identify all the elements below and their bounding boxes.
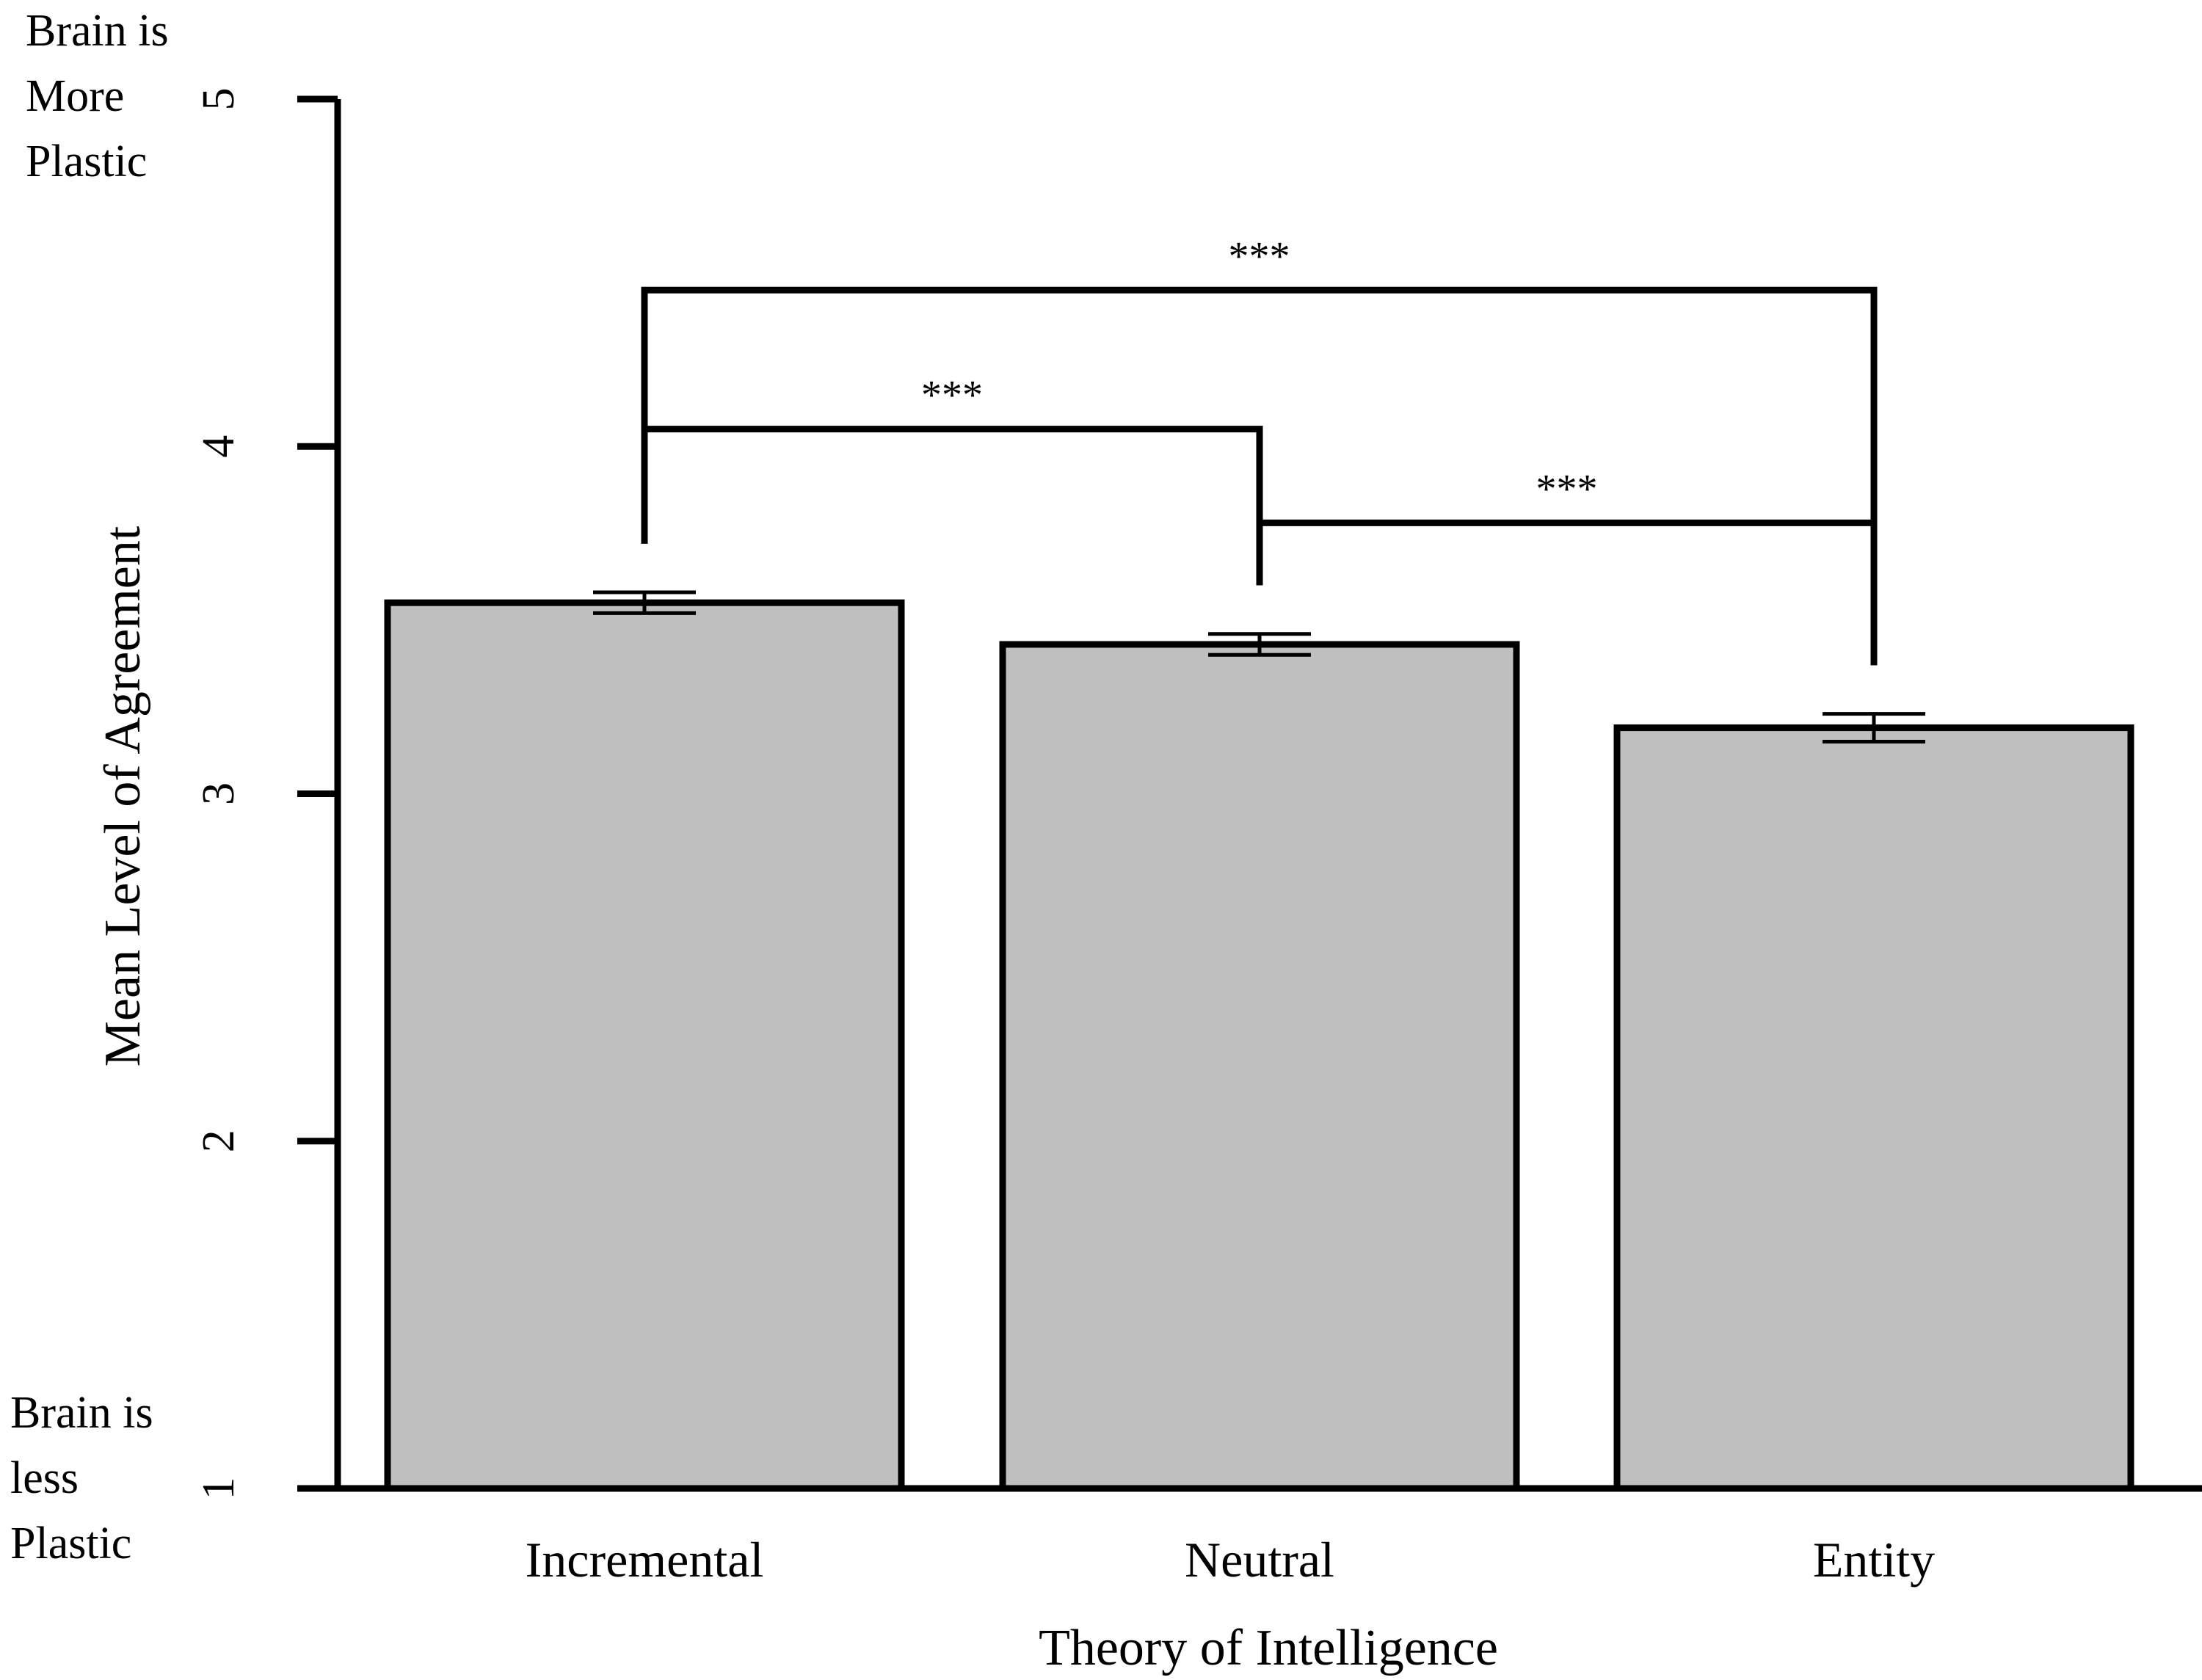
bar-entity: [1613, 724, 2134, 1492]
y-tick-label-3: 3: [194, 782, 244, 805]
significance-bracket-3: [641, 286, 1878, 666]
significance-label-1: ***: [921, 373, 983, 418]
x-axis-title: Theory of Intelligence: [1039, 1620, 1498, 1676]
top-annotation-line-2: More: [26, 71, 124, 121]
y-axis-title: Mean Level of Agreement: [95, 526, 151, 1066]
bars: [384, 599, 2134, 1492]
top-annotation: Brain is More Plastic: [26, 6, 180, 186]
x-tick-label-neutral: Neutral: [1185, 1532, 1334, 1588]
bar-incremental: [384, 599, 905, 1492]
significance-label-2: ***: [1536, 466, 1598, 512]
significance-brackets: *** *** ***: [641, 233, 1878, 666]
y-tick-label-4: 4: [194, 435, 244, 458]
significance-label-3: ***: [1229, 233, 1290, 279]
bottom-annotation-line-3: Plastic: [10, 1519, 131, 1568]
significance-bracket-1: [641, 426, 1263, 586]
x-tick-label-entity: Entity: [1813, 1532, 1935, 1588]
y-tick-label-5: 5: [194, 88, 244, 111]
bottom-annotation: Brain is less Plastic: [10, 1388, 164, 1568]
y-tick-label-1: 1: [194, 1477, 244, 1500]
x-tick-label-incremental: Incremental: [526, 1532, 764, 1588]
bar-neutral: [999, 641, 1520, 1492]
axes: 1 2 3 4 5 Incremental Neutral Entity: [194, 88, 2202, 1588]
top-annotation-line-3: Plastic: [26, 137, 147, 186]
y-tick-label-2: 2: [194, 1130, 244, 1152]
bottom-annotation-line-2: less: [10, 1453, 79, 1503]
error-bars: [593, 590, 1925, 744]
top-annotation-line-1: Brain is: [26, 6, 169, 56]
bottom-annotation-line-1: Brain is: [10, 1388, 153, 1438]
